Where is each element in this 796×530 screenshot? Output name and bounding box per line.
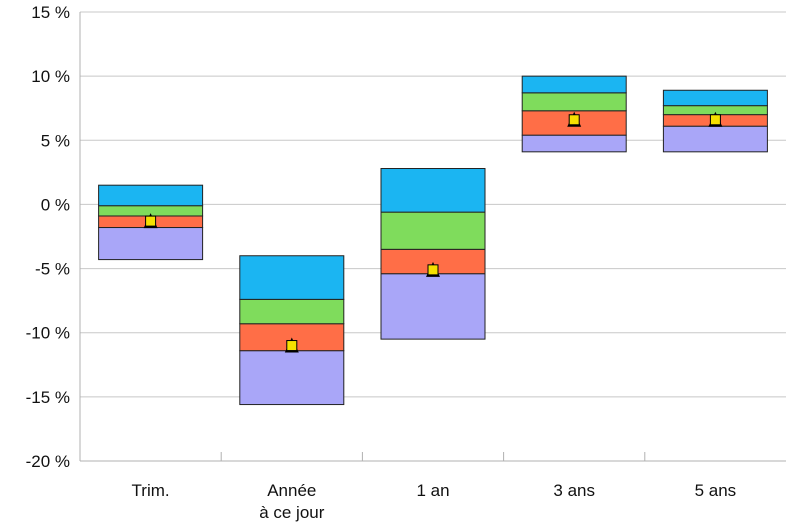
x-category-label: Trim. xyxy=(132,481,170,500)
y-tick-label: -20 % xyxy=(26,452,70,471)
y-tick-label: 10 % xyxy=(31,67,70,86)
bars xyxy=(98,75,768,406)
bar-segment xyxy=(239,255,345,300)
bar-segment xyxy=(662,125,768,153)
median-marker xyxy=(426,261,440,277)
y-tick-label: 0 % xyxy=(41,195,70,214)
bar-segment xyxy=(662,89,768,107)
median-marker xyxy=(708,111,723,127)
bar-segment xyxy=(521,92,627,112)
median-marker xyxy=(567,111,582,127)
x-category-label: 3 ans xyxy=(553,481,595,500)
bar-segment xyxy=(239,350,345,406)
bar-segment xyxy=(98,184,204,207)
y-tick-label: 5 % xyxy=(41,131,70,150)
markers xyxy=(143,111,723,353)
bar-segment xyxy=(380,273,486,340)
x-category-label: 5 ans xyxy=(695,481,737,500)
bar-segment xyxy=(380,168,486,213)
x-category-label: à ce jour xyxy=(259,503,325,522)
bar-segment xyxy=(98,227,204,261)
median-marker xyxy=(284,337,299,353)
bar-segment xyxy=(380,211,486,250)
y-tick-labels: 15 % 10 % 5 % 0 % -5 % -10 % -15 % -20 % xyxy=(26,3,70,471)
bar-segment xyxy=(521,75,627,94)
x-category-label: 1 an xyxy=(416,481,449,500)
x-category-labels: Trim. Année à ce jour 1 an 3 ans 5 ans xyxy=(132,481,737,522)
median-marker xyxy=(143,213,158,229)
axes xyxy=(79,12,786,462)
bar-segment xyxy=(239,298,345,325)
y-tick-label: -15 % xyxy=(26,388,70,407)
y-tick-label: -5 % xyxy=(35,260,70,279)
y-tick-label: -10 % xyxy=(26,324,70,343)
x-category-label: Année xyxy=(267,481,316,500)
y-tick-label: 15 % xyxy=(31,3,70,22)
bar-segment xyxy=(521,134,627,153)
